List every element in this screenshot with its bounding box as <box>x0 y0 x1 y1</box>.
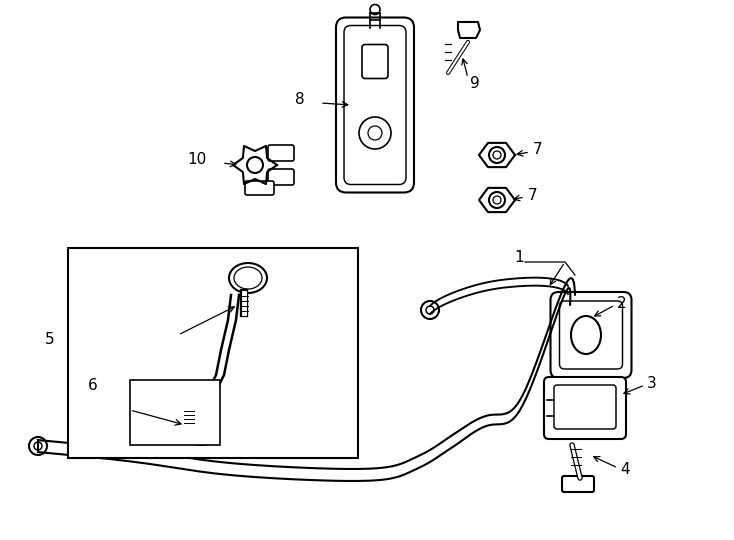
FancyBboxPatch shape <box>336 17 414 192</box>
FancyBboxPatch shape <box>562 476 594 492</box>
FancyBboxPatch shape <box>544 377 626 439</box>
Text: 8: 8 <box>295 92 305 107</box>
FancyBboxPatch shape <box>362 44 388 78</box>
Bar <box>68 248 358 458</box>
Text: 7: 7 <box>533 143 542 158</box>
Text: 7: 7 <box>528 187 537 202</box>
Text: 1: 1 <box>515 251 524 266</box>
Text: 10: 10 <box>188 152 207 167</box>
FancyBboxPatch shape <box>268 169 294 185</box>
FancyBboxPatch shape <box>344 25 406 185</box>
Text: 2: 2 <box>617 295 627 310</box>
Text: 4: 4 <box>620 462 630 477</box>
FancyBboxPatch shape <box>268 145 294 161</box>
Text: 9: 9 <box>470 76 480 91</box>
FancyBboxPatch shape <box>559 301 622 369</box>
Bar <box>130 380 220 445</box>
FancyBboxPatch shape <box>245 181 274 195</box>
Text: 6: 6 <box>88 377 98 393</box>
FancyBboxPatch shape <box>554 385 616 429</box>
FancyBboxPatch shape <box>550 292 631 378</box>
Text: 5: 5 <box>45 333 54 348</box>
Text: 3: 3 <box>647 375 657 390</box>
